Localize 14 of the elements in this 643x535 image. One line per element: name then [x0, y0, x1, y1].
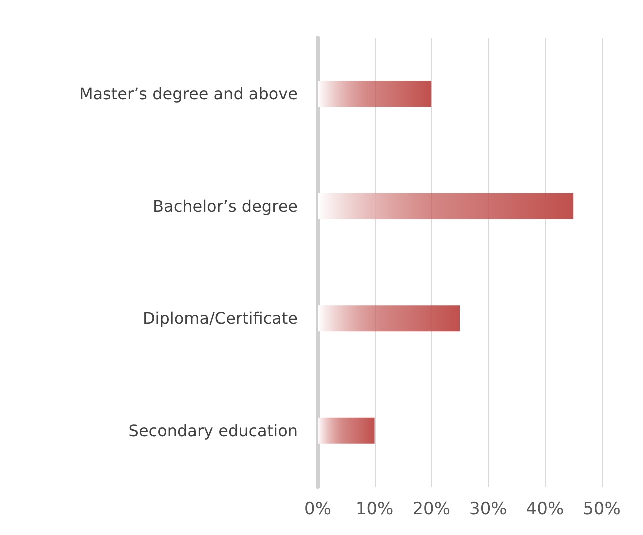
bar: [318, 418, 375, 444]
bar: [318, 193, 574, 220]
x-tick-label: 20%: [412, 500, 450, 520]
x-tick-label: 50%: [583, 500, 621, 520]
y-tick-label: Bachelor’s degree: [153, 196, 298, 216]
x-tick-label: 30%: [470, 500, 508, 520]
y-tick-label: Diploma/Certificate: [142, 309, 298, 328]
bar: [318, 81, 432, 108]
x-tick-label: 0%: [304, 500, 332, 520]
y-tick-label: Secondary education: [128, 421, 298, 440]
bar: [318, 306, 460, 332]
x-tick-label: 10%: [356, 500, 394, 520]
y-tick-label: Master’s degree and above: [79, 84, 298, 104]
x-tick-label: 40%: [526, 500, 564, 520]
